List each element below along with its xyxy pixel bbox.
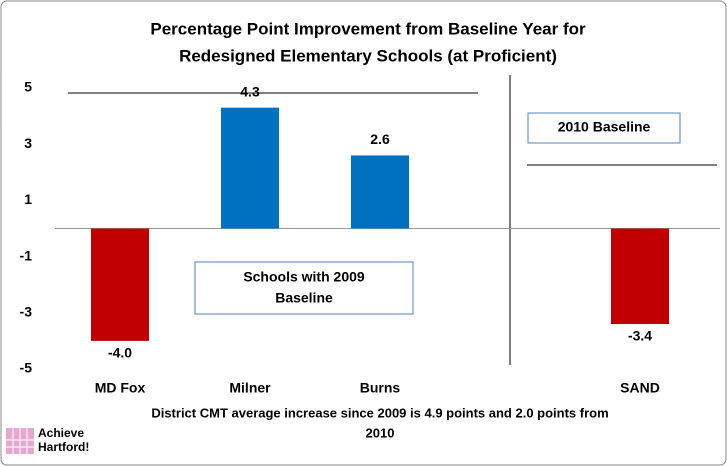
x-tick-label: MD Fox [95,380,146,396]
chart-title: Percentage Point Improvement from Baseli… [150,19,586,38]
annotation: Baseline [275,290,333,306]
data-label: -3.4 [628,328,652,344]
chart-title: Redesigned Elementary Schools (at Profic… [179,46,557,65]
annotation: 2010 Baseline [558,119,651,135]
y-tick-label: -5 [20,360,33,376]
logo-text: Achieve [38,426,84,440]
y-tick-label: 5 [24,79,32,95]
x-tick-label: Milner [229,380,271,396]
footnote: 2010 [366,425,395,440]
data-label: -4.0 [108,345,132,361]
x-tick-label: SAND [620,380,660,396]
bar [91,228,149,341]
footnote: District CMT average increase since 2009… [151,405,608,420]
logo-text: Hartford! [38,440,89,454]
logo-icon [6,428,34,454]
x-tick-label: Burns [360,380,401,396]
annotation: Schools with 2009 [243,269,365,285]
bar [611,228,669,325]
bar [221,107,279,229]
annotation-box [194,261,414,315]
y-tick-label: 3 [24,135,32,151]
bar [351,155,409,229]
y-tick-label: -1 [20,247,33,263]
y-tick-label: -3 [20,304,33,320]
y-tick-label: 1 [24,191,32,207]
annotation-box [527,112,681,144]
data-label: 4.3 [240,83,260,99]
data-label: 2.6 [370,131,390,147]
